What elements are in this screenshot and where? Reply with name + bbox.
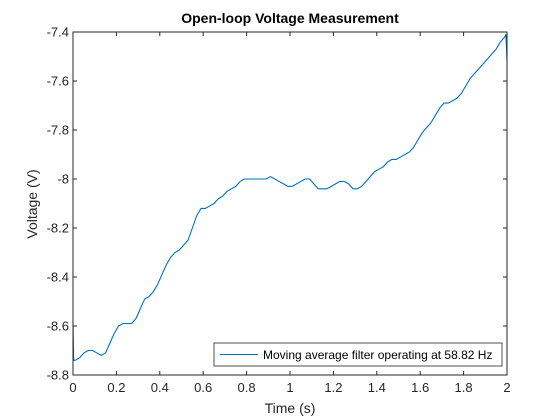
y-tick-label: -8.8 <box>47 368 69 383</box>
series-line <box>72 33 508 361</box>
y-tick-label: -7.4 <box>47 25 69 40</box>
x-axis-label: Time (s) <box>265 400 316 416</box>
series-layer <box>72 33 508 361</box>
axes-box <box>72 31 508 376</box>
x-tick-label: 0.6 <box>194 380 212 395</box>
x-tick-label: 0.8 <box>238 380 256 395</box>
y-tick-label: -7.8 <box>47 123 69 138</box>
x-tick-label: 1.6 <box>411 380 429 395</box>
y-tick-label: -8.6 <box>47 319 69 334</box>
y-tick-label: -8.4 <box>47 270 69 285</box>
legend: Moving average filter operating at 58.82… <box>213 342 503 367</box>
chart-title: Open-loop Voltage Measurement <box>181 10 399 26</box>
plot-area <box>73 32 507 375</box>
x-axis: 0 0.2 0.4 0.6 0.8 1 1.2 1.4 1.6 1.8 2 <box>69 32 511 395</box>
x-tick-label: 2 <box>503 380 510 395</box>
x-tick-label: 0.2 <box>107 380 125 395</box>
y-axis: -8.8 -8.6 -8.4 -8.2 -8 -7.8 -7.6 -7.4 <box>47 25 507 383</box>
y-tick-label: -8.2 <box>47 221 69 236</box>
x-tick-label: 1.2 <box>324 380 342 395</box>
x-tick-label: 0.4 <box>151 380 169 395</box>
x-tick-label: 1.8 <box>455 380 473 395</box>
x-tick-label: 0 <box>69 380 76 395</box>
x-tick-label: 1.4 <box>368 380 386 395</box>
legend-label: Moving average filter operating at 58.82… <box>263 348 492 362</box>
y-tick-label: -7.6 <box>47 74 69 89</box>
y-axis-label: Voltage (V) <box>24 169 40 238</box>
x-tick-label: 1 <box>286 380 293 395</box>
y-tick-label: -8 <box>57 172 69 187</box>
legend-box <box>213 342 503 367</box>
